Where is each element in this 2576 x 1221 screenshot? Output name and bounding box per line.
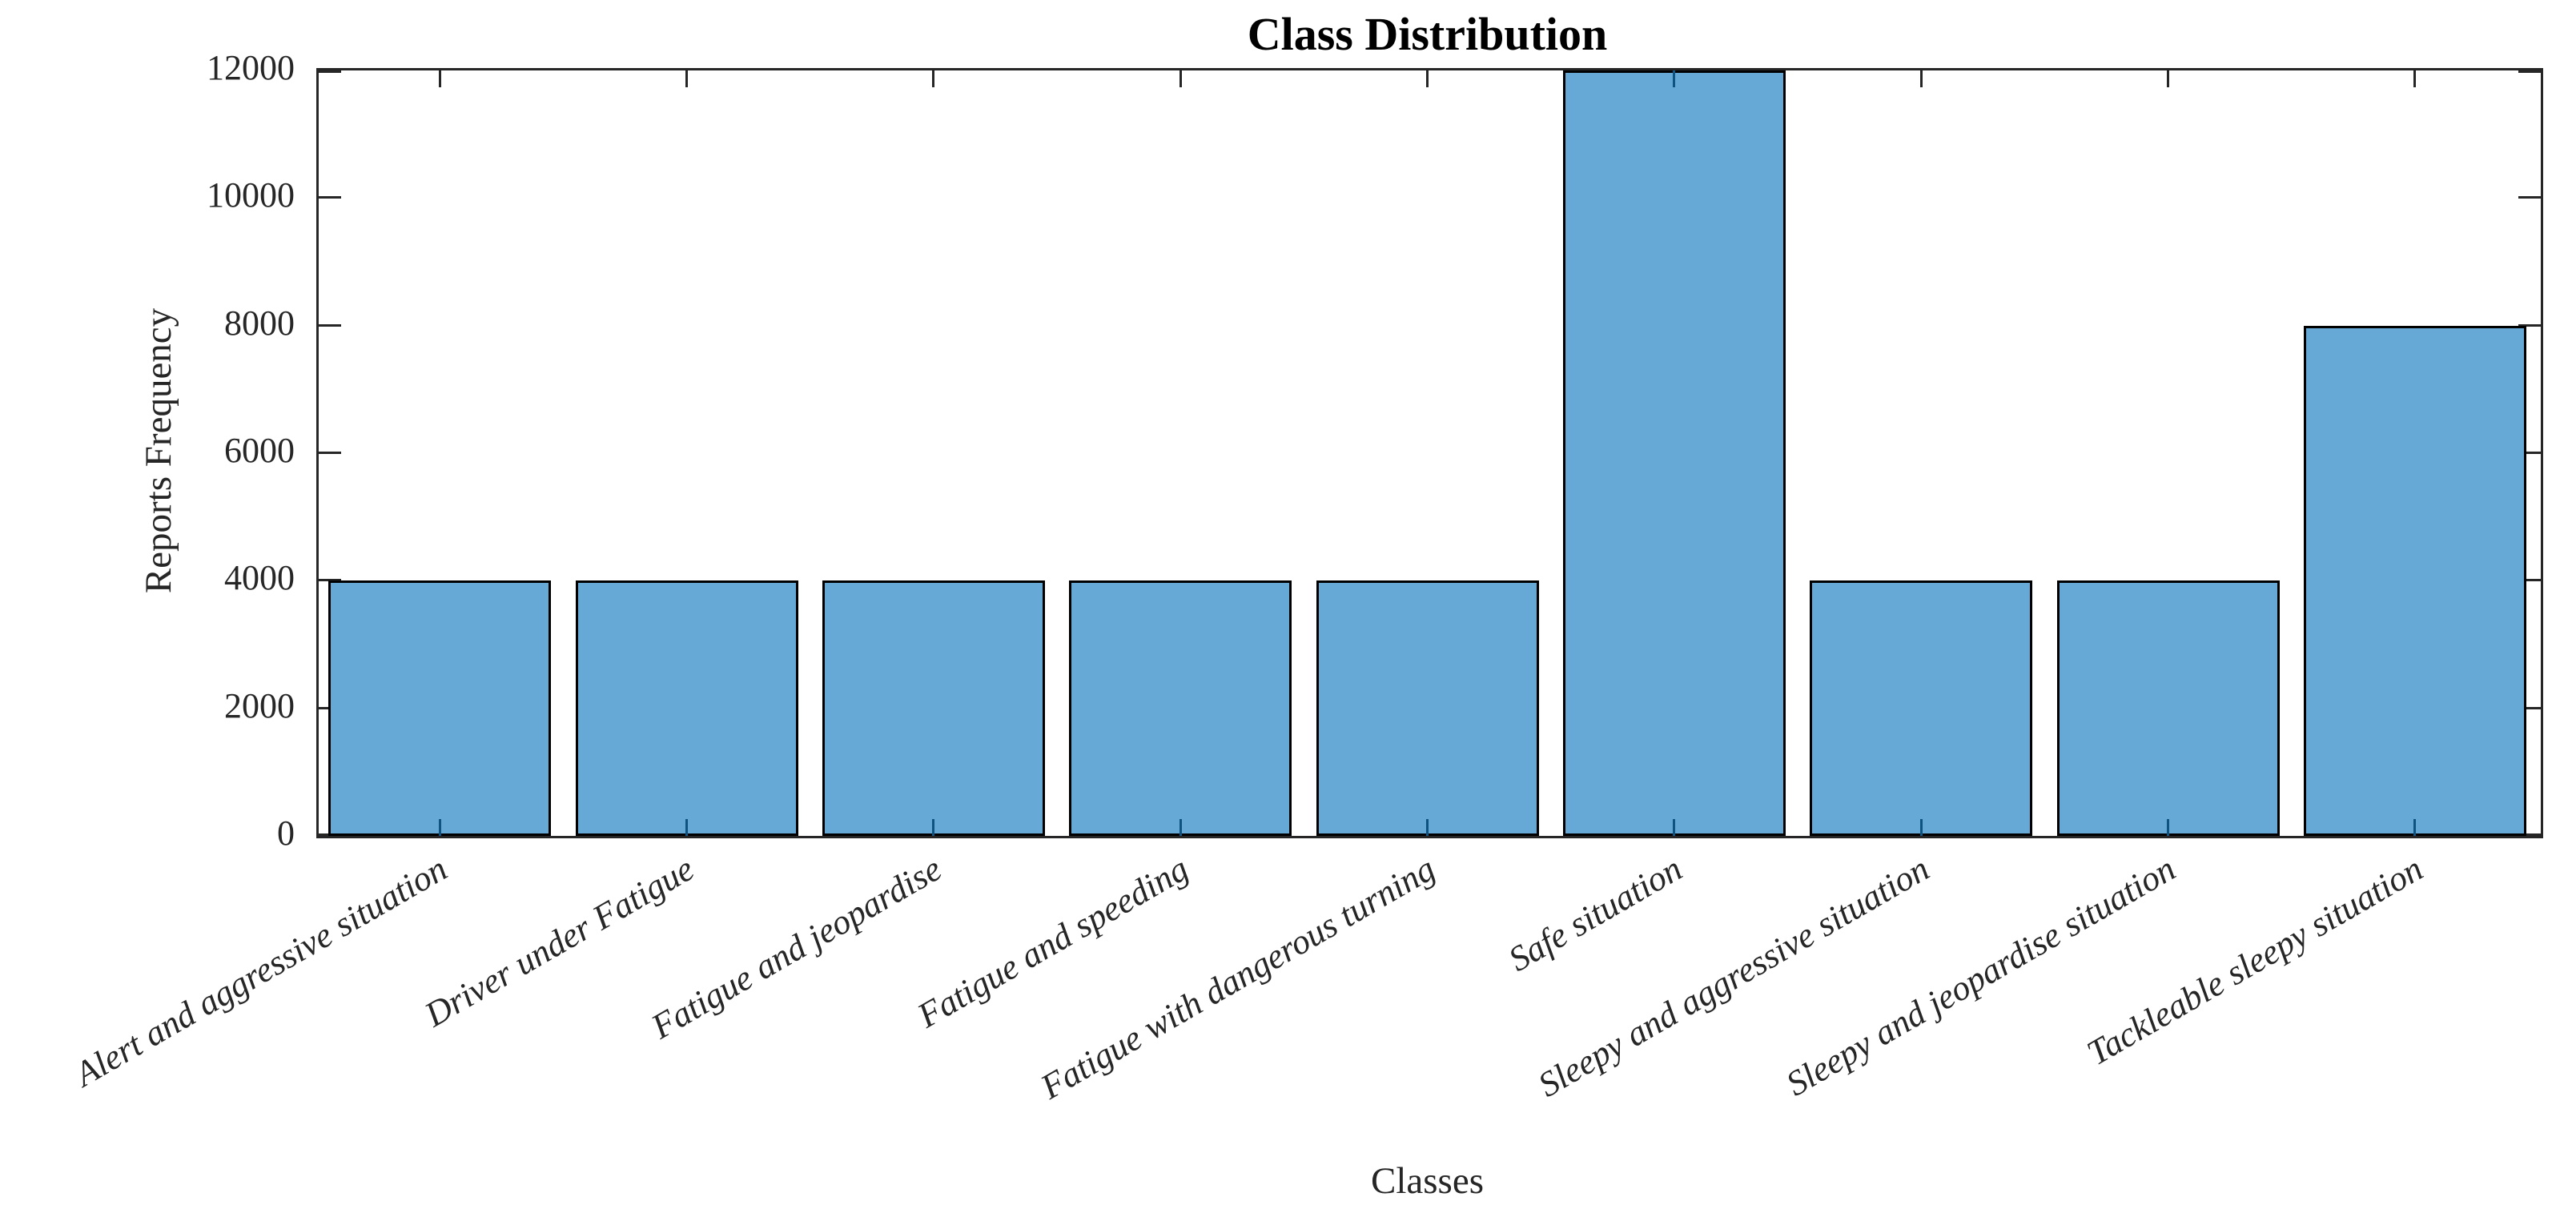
y-tick-label: 6000 [224, 431, 295, 470]
x-tick-mark [1920, 819, 1923, 836]
x-tick-mark [1920, 70, 1923, 87]
x-tick-mark [2413, 819, 2416, 836]
bar [576, 580, 798, 836]
plot-area [316, 68, 2543, 838]
x-tick-mark [1673, 70, 1675, 87]
y-tick-mark [2518, 833, 2541, 836]
y-tick-mark [2518, 579, 2541, 581]
x-tick-mark [685, 70, 688, 87]
x-tick-mark [1673, 819, 1675, 836]
bar [328, 580, 551, 836]
bar [1316, 580, 1539, 836]
y-tick-label: 4000 [224, 558, 295, 597]
bar [1069, 580, 1292, 836]
y-tick-mark [2518, 196, 2541, 199]
y-tick-label: 8000 [224, 303, 295, 343]
x-tick-mark [932, 70, 934, 87]
y-tick-label: 12000 [207, 48, 295, 87]
x-tick-mark [932, 819, 934, 836]
x-tick-label: Sleepy and aggressive situation [1531, 849, 1935, 1105]
x-tick-mark [685, 819, 688, 836]
x-tick-mark [1179, 70, 1182, 87]
x-tick-mark [2167, 70, 2169, 87]
x-tick-mark [2167, 819, 2169, 836]
x-tick-label: Alert and aggressive situation [68, 849, 455, 1094]
x-tick-mark [1179, 819, 1182, 836]
x-tick-mark [1426, 70, 1429, 87]
y-tick-mark [319, 579, 341, 581]
x-tick-mark [439, 819, 441, 836]
x-tick-label: Sleepy and jeopardise situation [1779, 849, 2182, 1104]
bar [822, 580, 1045, 836]
bar [2304, 326, 2526, 836]
y-tick-label: 0 [277, 813, 295, 853]
bar [1563, 70, 1786, 836]
x-tick-mark [439, 70, 441, 87]
x-tick-label: Safe situation [1501, 849, 1689, 979]
x-tick-label: Fatigue with dangerous turning [1034, 849, 1441, 1107]
bar [2057, 580, 2280, 836]
y-tick-mark [2518, 324, 2541, 327]
x-axis-label: Classes [1371, 1160, 1484, 1202]
y-tick-mark [2518, 70, 2541, 73]
y-tick-label: 2000 [224, 686, 295, 725]
x-tick-mark [1426, 819, 1429, 836]
y-tick-mark [2518, 707, 2541, 709]
y-tick-mark [319, 452, 341, 454]
y-tick-mark [319, 324, 341, 327]
y-tick-label: 10000 [207, 175, 295, 215]
x-tick-mark [2413, 70, 2416, 87]
bar [1810, 580, 2032, 836]
y-tick-mark [2518, 452, 2541, 454]
y-tick-mark [319, 70, 341, 73]
y-tick-mark [319, 196, 341, 199]
chart-title: Class Distribution [1247, 8, 1608, 60]
